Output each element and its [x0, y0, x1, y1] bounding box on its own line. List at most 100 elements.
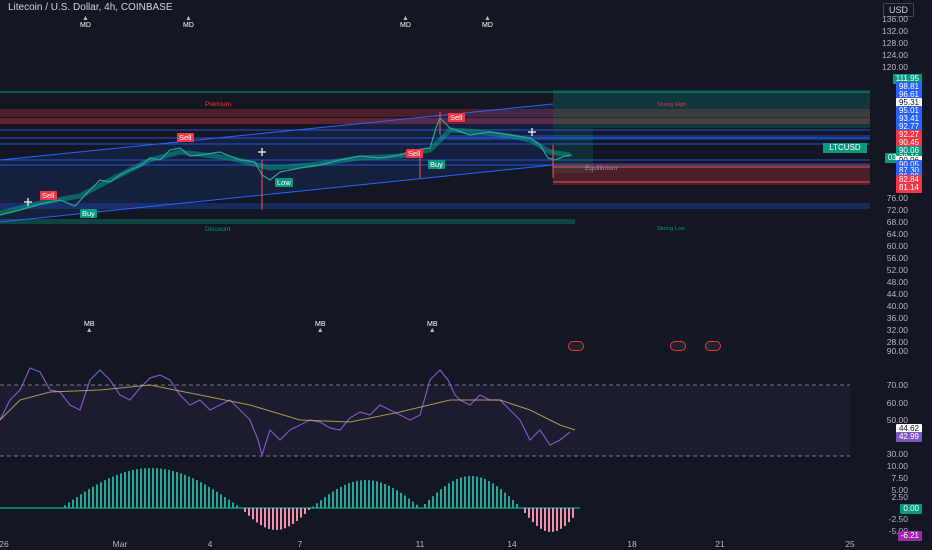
- premium-zone: [0, 109, 870, 117]
- symbol-tag[interactable]: LTCUSD: [823, 143, 867, 153]
- rsi-value-label: 44.62: [895, 424, 922, 434]
- macd-axis-tick: 7.50: [891, 473, 908, 483]
- macd-bar: [348, 483, 350, 508]
- macd-bar: [116, 474, 118, 508]
- macd-bar: [492, 483, 494, 508]
- chart-canvas[interactable]: [0, 0, 870, 550]
- buy-signal[interactable]: Buy: [80, 209, 97, 218]
- mb-marker[interactable]: MB ▲: [315, 321, 326, 334]
- macd-bar: [276, 508, 278, 530]
- macd-bar: [128, 470, 130, 508]
- macd-bar: [84, 491, 86, 508]
- macd-axis-tick: 2.50: [891, 492, 908, 502]
- rsi-axis-tick: 50.00: [886, 415, 908, 425]
- macd-bar: [568, 508, 570, 523]
- price-label: 90.45: [895, 138, 922, 148]
- md-marker[interactable]: ▲ MD: [482, 15, 493, 29]
- macd-bar: [260, 508, 262, 526]
- macd-bar: [464, 476, 466, 508]
- price-label: 92.27: [895, 130, 922, 140]
- macd-bar: [540, 508, 542, 529]
- macd-bar: [340, 486, 342, 508]
- macd-bar: [508, 496, 510, 508]
- macd-bar: [248, 508, 250, 516]
- macd-bar: [288, 508, 290, 527]
- event-flag-icon[interactable]: [705, 341, 721, 351]
- macd-bar: [176, 472, 178, 508]
- mb-marker[interactable]: MB ▲: [427, 321, 438, 334]
- macd-bar: [532, 508, 534, 523]
- macd-bar: [448, 483, 450, 508]
- macd-bar: [496, 486, 498, 508]
- time-axis-tick: 11: [415, 539, 425, 549]
- price-label: 90.05: [895, 160, 922, 170]
- price-axis-tick: 68.00: [886, 217, 908, 227]
- macd-bar: [96, 484, 98, 508]
- macd-bar: [364, 480, 366, 508]
- sell-signal[interactable]: Sell: [177, 133, 194, 142]
- price-label: 81.14: [895, 183, 922, 193]
- macd-bar: [476, 476, 478, 508]
- macd-bar: [560, 508, 562, 529]
- macd-histogram: [64, 468, 574, 532]
- time-axis-tick: 7: [297, 539, 303, 549]
- macd-bar: [72, 499, 74, 508]
- macd-bar: [372, 480, 374, 508]
- rsi-axis-tick: 60.00: [886, 398, 908, 408]
- price-axis-tick: 44.00: [886, 289, 908, 299]
- macd-bar: [480, 477, 482, 508]
- price-label: 95.31: [895, 98, 922, 108]
- time-axis-tick: 25: [845, 539, 855, 549]
- low-signal[interactable]: Low: [275, 178, 293, 187]
- macd-bar: [200, 482, 202, 508]
- macd-value-label: 0.00: [900, 504, 922, 514]
- currency-button[interactable]: USD: [882, 3, 914, 17]
- md-marker[interactable]: ▲ MD: [80, 15, 91, 29]
- macd-bar: [516, 503, 518, 508]
- equilibrium-label: Equilibrium: [585, 165, 618, 172]
- macd-bar: [336, 489, 338, 508]
- macd-bar: [108, 478, 110, 508]
- macd-bar: [444, 486, 446, 508]
- md-marker[interactable]: ▲ MD: [400, 15, 411, 29]
- event-flag-icon[interactable]: [568, 341, 584, 351]
- macd-bar: [328, 494, 330, 508]
- strong-low-label: Strong Low: [657, 226, 685, 232]
- sell-signal[interactable]: Sell: [448, 113, 465, 122]
- macd-bar: [452, 480, 454, 508]
- sell-signal[interactable]: Sell: [406, 149, 423, 158]
- macd-bar: [152, 468, 154, 508]
- macd-bar: [168, 469, 170, 508]
- price-label: 87.30: [895, 166, 922, 176]
- price-axis-tick: 124.00: [882, 50, 908, 60]
- time-axis-tick: Mar: [112, 539, 128, 549]
- event-flag-icon[interactable]: [670, 341, 686, 351]
- sell-signal[interactable]: Sell: [40, 191, 57, 200]
- macd-bar: [312, 506, 314, 508]
- macd-bar: [384, 484, 386, 508]
- macd-bar: [296, 508, 298, 521]
- rsi-axis-tick: 30.00: [886, 449, 908, 459]
- price-label: 93.41: [895, 114, 922, 124]
- macd-bar: [216, 491, 218, 508]
- macd-bar: [244, 508, 246, 512]
- macd-bar: [324, 497, 326, 508]
- macd-bar: [228, 499, 230, 508]
- macd-bar: [500, 489, 502, 508]
- time-axis-tick: 4: [207, 539, 213, 549]
- price-label: 95.01: [895, 106, 922, 116]
- macd-bar: [224, 496, 226, 508]
- mb-marker[interactable]: MB ▲: [84, 321, 95, 334]
- macd-bar: [528, 508, 530, 518]
- price-axis-tick: 128.00: [882, 38, 908, 48]
- macd-bar: [468, 476, 470, 508]
- price-label: 82.84: [895, 175, 922, 185]
- macd-bar: [388, 485, 390, 508]
- macd-bar: [120, 473, 122, 508]
- buy-signal[interactable]: Buy: [428, 160, 445, 169]
- macd-bar: [460, 477, 462, 508]
- macd-bar: [344, 484, 346, 508]
- macd-bar: [284, 508, 286, 529]
- macd-bar: [112, 476, 114, 508]
- md-marker[interactable]: ▲ MD: [183, 15, 194, 29]
